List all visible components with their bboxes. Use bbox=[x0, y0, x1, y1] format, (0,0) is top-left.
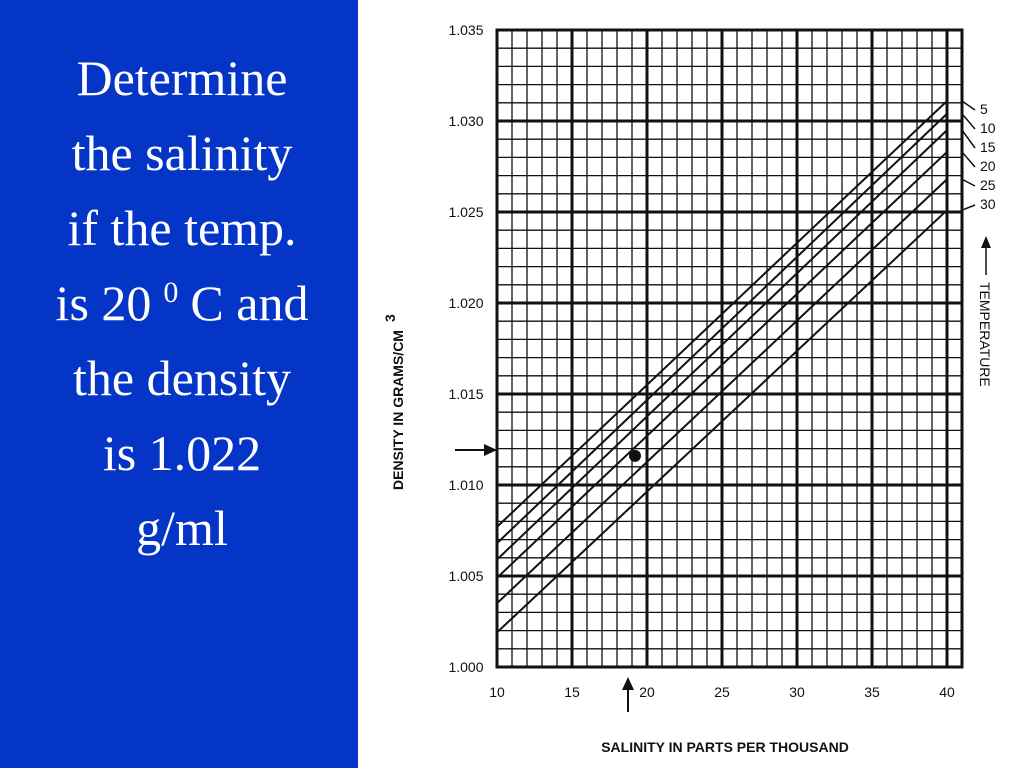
legend-label: 5 bbox=[980, 101, 988, 117]
legend-label: 30 bbox=[980, 196, 996, 212]
x-tick-label: 25 bbox=[714, 684, 730, 700]
superscript: 0 bbox=[163, 276, 178, 309]
y-tick-label: 1.005 bbox=[448, 568, 483, 584]
series-line bbox=[496, 151, 948, 579]
legend-label: 15 bbox=[980, 139, 996, 155]
question-line: is 1.022 bbox=[103, 425, 261, 481]
series-line bbox=[496, 178, 948, 605]
chart: SALINITY IN PARTS PER THOUSAND DENSITY I… bbox=[382, 22, 996, 755]
legend-label: 10 bbox=[980, 120, 996, 136]
x-tick-label: 10 bbox=[489, 684, 505, 700]
x-tick-label: 30 bbox=[789, 684, 805, 700]
series-line bbox=[496, 112, 948, 544]
x-tick-label: 40 bbox=[939, 684, 955, 700]
y-tick-label: 1.030 bbox=[448, 113, 483, 129]
series-line bbox=[496, 129, 948, 561]
arrow-head bbox=[622, 677, 634, 690]
question-line: is 20 0 C and bbox=[56, 275, 309, 331]
y-axis-label: DENSITY IN GRAMS/CM 3 bbox=[382, 314, 406, 490]
series-line bbox=[496, 209, 948, 634]
series-line bbox=[496, 100, 948, 528]
y-tick-label: 1.000 bbox=[448, 659, 483, 675]
x-axis-label: SALINITY IN PARTS PER THOUSAND bbox=[601, 739, 849, 755]
marked-point bbox=[629, 449, 641, 462]
question: Determine the salinity if the temp. is 2… bbox=[56, 50, 309, 556]
question-line: the salinity bbox=[72, 125, 293, 181]
question-line: Determine bbox=[76, 50, 287, 106]
y-tick-label: 1.020 bbox=[448, 295, 483, 311]
arrow-head bbox=[484, 444, 497, 456]
question-line: the density bbox=[73, 350, 291, 406]
legend-label: 25 bbox=[980, 177, 996, 193]
legend-leader bbox=[961, 204, 976, 211]
legend-leader bbox=[961, 151, 976, 168]
legend-leader bbox=[961, 129, 976, 149]
y-tick-label: 1.015 bbox=[448, 386, 483, 402]
arrow-head bbox=[981, 236, 991, 248]
text: is 20 bbox=[56, 275, 152, 331]
legend-title: TEMPERATURE bbox=[977, 282, 993, 387]
legend-leader bbox=[961, 100, 976, 111]
x-tick-label: 15 bbox=[564, 684, 580, 700]
y-tick-label: 1.035 bbox=[448, 22, 483, 38]
y-tick-label: 1.010 bbox=[448, 477, 483, 493]
x-tick-label: 20 bbox=[639, 684, 655, 700]
legend-leader bbox=[961, 178, 976, 187]
question-line: if the temp. bbox=[67, 200, 296, 256]
text: DENSITY IN GRAMS/CM bbox=[390, 330, 406, 490]
x-tick-label: 35 bbox=[864, 684, 880, 700]
plot-frame bbox=[495, 28, 964, 669]
legend-label: 20 bbox=[980, 158, 996, 174]
superscript: 3 bbox=[382, 314, 398, 322]
text: C and bbox=[190, 275, 308, 331]
legend-leader bbox=[961, 113, 976, 130]
y-tick-label: 1.025 bbox=[448, 204, 483, 220]
text-panel bbox=[0, 0, 358, 768]
question-line: g/ml bbox=[136, 500, 228, 556]
